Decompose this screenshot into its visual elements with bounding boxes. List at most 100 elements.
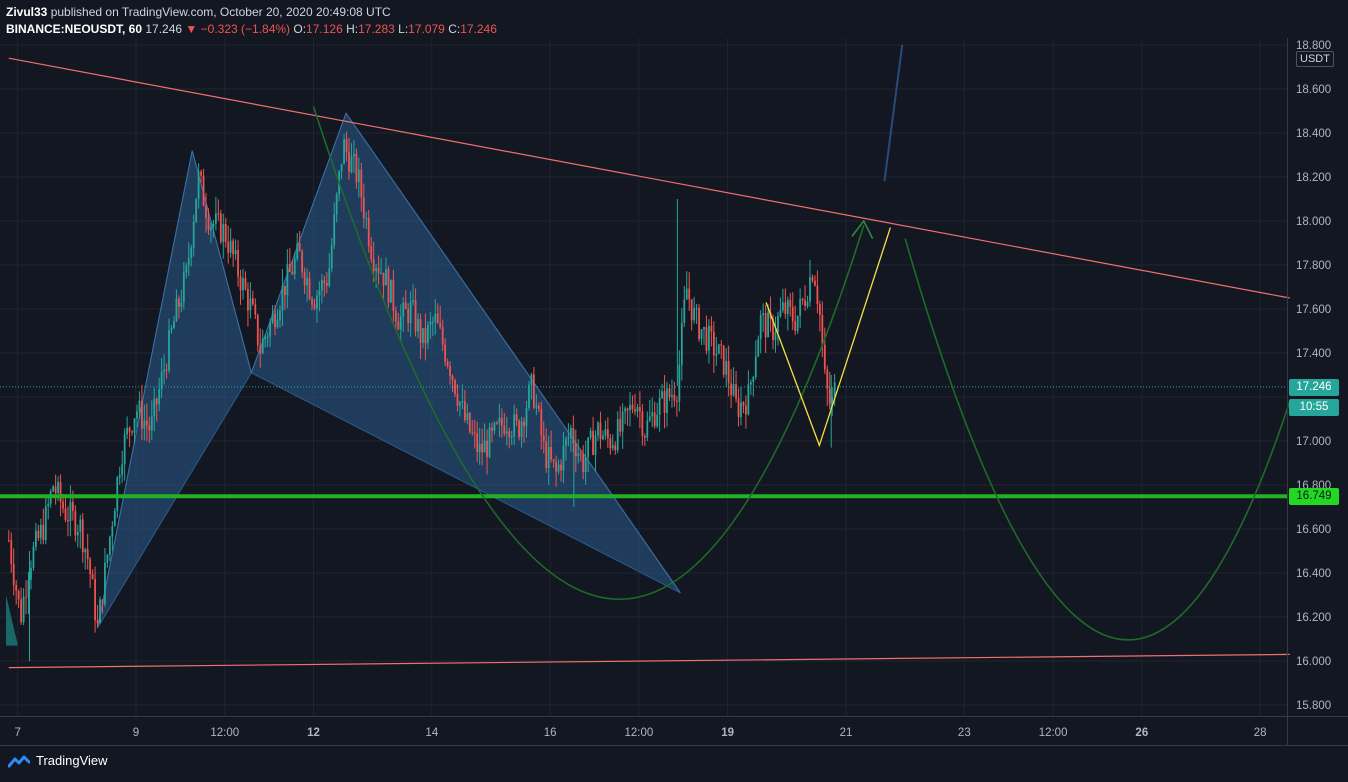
price-tick-label: 17.800 bbox=[1296, 260, 1331, 272]
candle-body bbox=[222, 224, 225, 242]
ohlc-high-label: H: bbox=[346, 22, 359, 36]
candle-body bbox=[426, 324, 429, 344]
price-tick-label: 18.000 bbox=[1296, 216, 1331, 228]
candle-body bbox=[15, 585, 18, 591]
drawing-tools[interactable] bbox=[0, 44, 1291, 669]
publish-info: Zivul33 published on TradingView.com, Oc… bbox=[6, 5, 391, 19]
candle-body bbox=[99, 599, 101, 624]
candle-body bbox=[175, 298, 178, 322]
candle-body bbox=[325, 282, 328, 286]
breakout-arrow[interactable] bbox=[883, 44, 904, 182]
candle-body bbox=[488, 427, 491, 458]
candle-body bbox=[412, 300, 414, 302]
upper-trendline[interactable] bbox=[8, 57, 1290, 299]
projection-curve-2[interactable] bbox=[904, 238, 1291, 641]
candle-body bbox=[582, 453, 585, 472]
candle-body bbox=[30, 567, 32, 580]
candle-body bbox=[737, 398, 740, 418]
candle-body bbox=[530, 374, 533, 385]
candle-body bbox=[64, 508, 67, 520]
candle-body bbox=[288, 264, 291, 272]
price-tick-label: 15.800 bbox=[1296, 700, 1331, 712]
publish-text: published on TradingView.com, October 20… bbox=[50, 5, 391, 19]
candle-body bbox=[493, 422, 496, 431]
candle-body bbox=[197, 171, 200, 199]
candle-body bbox=[158, 389, 161, 405]
candle-body bbox=[626, 408, 629, 411]
candle-body bbox=[705, 327, 708, 351]
time-tick-label: 7 bbox=[14, 727, 20, 739]
candle-body bbox=[624, 408, 627, 412]
candle-body bbox=[508, 431, 511, 438]
author-name[interactable]: Zivul33 bbox=[6, 5, 48, 19]
symbol-label[interactable]: BINANCE:NEOUSDT, 60 bbox=[6, 22, 143, 36]
candle-body bbox=[809, 277, 811, 302]
price-tick-label: 16.000 bbox=[1296, 656, 1331, 668]
candle-body bbox=[818, 303, 821, 315]
candle-body bbox=[205, 205, 207, 218]
candle-body bbox=[94, 579, 96, 621]
candle-body bbox=[52, 486, 55, 492]
candle-body bbox=[195, 198, 198, 222]
lower-trendline[interactable] bbox=[8, 653, 1290, 669]
tradingview-logo[interactable]: TradingView bbox=[8, 753, 108, 768]
candle-body bbox=[242, 278, 244, 291]
candle-body bbox=[434, 313, 437, 322]
candle-body bbox=[116, 477, 119, 511]
candle-body bbox=[407, 308, 410, 324]
last-price-tag: 17.246 bbox=[1289, 379, 1339, 396]
currency-unit[interactable]: USDT bbox=[1296, 51, 1334, 67]
time-tick-label: 14 bbox=[425, 727, 438, 739]
candle-body bbox=[170, 328, 173, 331]
candle-body bbox=[271, 313, 274, 323]
projection-curve-1[interactable] bbox=[312, 106, 865, 600]
zigzag-projection[interactable] bbox=[765, 227, 891, 448]
price-tick-label: 17.400 bbox=[1296, 348, 1331, 360]
candle-body bbox=[478, 443, 481, 453]
candle-body bbox=[816, 285, 819, 304]
candle-body bbox=[589, 430, 592, 438]
candle-body bbox=[498, 417, 501, 423]
candle-body bbox=[390, 279, 392, 303]
price-change: ▼ −0.323 (−1.84%) bbox=[185, 22, 291, 36]
pattern-outline[interactable] bbox=[97, 112, 681, 629]
candle-body bbox=[574, 443, 577, 457]
candle-body bbox=[207, 217, 210, 231]
time-tick-label: 21 bbox=[840, 727, 853, 739]
candle-body bbox=[131, 431, 133, 433]
candle-body bbox=[251, 298, 254, 305]
candle-body bbox=[641, 411, 644, 436]
candle-body bbox=[239, 276, 242, 291]
candle-body bbox=[286, 264, 289, 296]
candle-body bbox=[126, 427, 129, 435]
candle-body bbox=[757, 339, 760, 357]
price-tick-label: 16.200 bbox=[1296, 612, 1331, 624]
candle-body bbox=[160, 371, 163, 390]
candle-body bbox=[229, 240, 232, 253]
candle-body bbox=[631, 404, 634, 410]
candle-body bbox=[619, 419, 622, 432]
candle-body bbox=[616, 419, 619, 451]
candle-body bbox=[710, 325, 713, 332]
candle-body bbox=[831, 396, 834, 404]
candle-body bbox=[293, 258, 296, 275]
candle-body bbox=[145, 420, 148, 426]
candle-body bbox=[806, 301, 809, 307]
candle-body bbox=[136, 411, 138, 419]
candle-body bbox=[678, 364, 681, 402]
ohlc-low: 17.079 bbox=[408, 22, 445, 36]
price-tick-label: 18.400 bbox=[1296, 128, 1331, 140]
candle-body bbox=[483, 440, 486, 453]
candle-body bbox=[725, 361, 728, 375]
candle-body bbox=[298, 243, 301, 252]
candle-body bbox=[592, 430, 594, 455]
candle-body bbox=[833, 382, 836, 397]
candle-body bbox=[227, 241, 230, 253]
candle-body bbox=[749, 382, 752, 385]
time-tick-label: 12:00 bbox=[625, 727, 654, 739]
candle-body bbox=[515, 414, 518, 421]
candle-body bbox=[261, 339, 264, 354]
harmonic-pattern[interactable] bbox=[6, 112, 681, 646]
candle-body bbox=[79, 519, 82, 532]
